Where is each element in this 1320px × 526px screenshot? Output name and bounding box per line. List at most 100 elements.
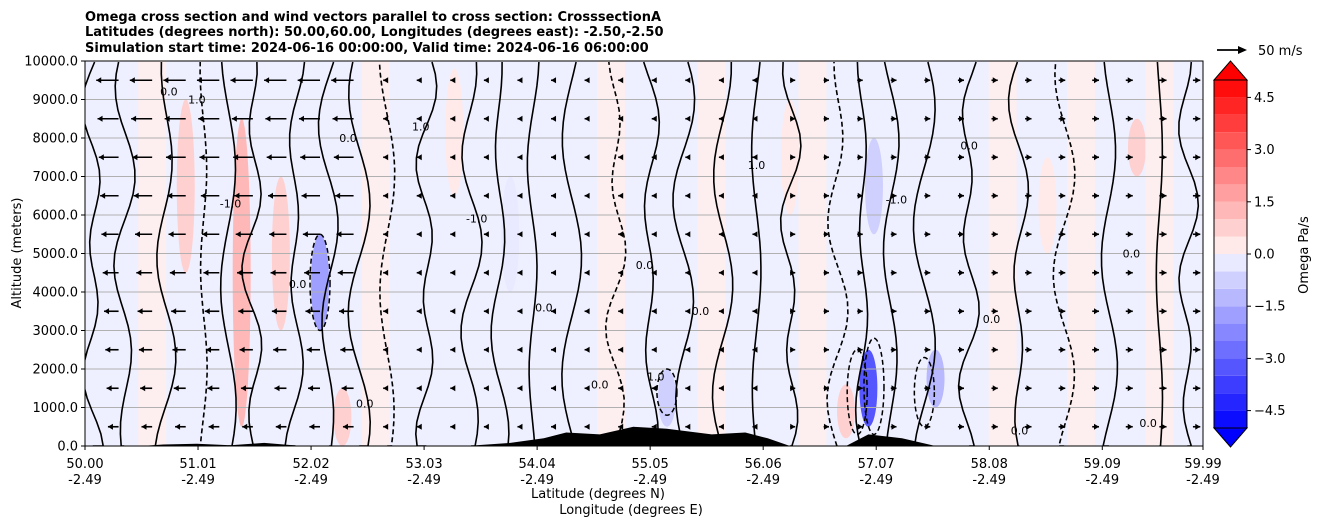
colorbar-segment (1214, 219, 1247, 237)
wind-vector-head (790, 385, 796, 392)
wind-vector-head (175, 423, 181, 430)
title: Omega cross section and wind vectors par… (85, 10, 664, 56)
wind-vector-head (925, 77, 931, 84)
contour-line (1100, 61, 1119, 446)
wind-vector-head (169, 269, 175, 276)
colorbar-segment (1214, 149, 1247, 167)
wind-vector-head (1026, 269, 1032, 276)
wind-vector-head (925, 308, 931, 315)
wind-vector-head (1026, 346, 1032, 353)
x-axis-label-latitude: Latitude (degrees N) (531, 487, 665, 502)
y-axis-label: Altitude (meters) (10, 198, 25, 309)
wind-vector-head (306, 346, 312, 353)
contour-label: 1.0 (647, 371, 665, 384)
wind-vector-head (718, 308, 724, 315)
x-tick-label-lat: 56.06 (745, 457, 782, 472)
y-tick-label: 8000.0 (33, 132, 79, 147)
colorbar-tick-label: 0.0 (1254, 248, 1275, 263)
wind-vector-head (200, 192, 206, 199)
wind-vector-head (1094, 385, 1100, 392)
contour-label: -1.0 (886, 193, 907, 206)
y-tick-label: 7000.0 (33, 170, 79, 185)
wind-vector-head (857, 385, 863, 392)
omega-shade-region (445, 68, 464, 196)
wind-vector-head (339, 308, 345, 315)
contour-line (526, 61, 540, 446)
x-tick-label-lat: 57.07 (858, 457, 895, 472)
wind-vector-head (517, 385, 523, 392)
wind-vector-head (891, 115, 897, 122)
wind-vector-head (416, 346, 422, 353)
wind-vector-head (1127, 269, 1133, 276)
colorbar-segment (1214, 288, 1247, 307)
wind-vector-head (231, 115, 237, 122)
contour-line-negative (656, 368, 678, 416)
contour-line-negative (309, 233, 331, 332)
wind-vector-head (891, 385, 897, 392)
wind-vector-head (857, 115, 863, 122)
x-tick-label-lon: -2.49 (633, 473, 667, 488)
wind-vector-head (925, 423, 931, 430)
wind-vector-head (857, 269, 863, 276)
wind-vector-head (823, 423, 829, 430)
wind-vector-head (137, 308, 143, 315)
wind-vector-head (1060, 346, 1066, 353)
wind-vector-head (618, 385, 624, 392)
wind-vector-head (584, 77, 590, 84)
wind-vector-head (584, 154, 590, 161)
wind-vector-head (752, 115, 758, 122)
wind-vector-head (1195, 77, 1201, 84)
wind-vector-head (790, 308, 796, 315)
wind-vector-head (551, 346, 557, 353)
wind-vector-head (517, 192, 523, 199)
contour-line (460, 61, 483, 446)
wind-vector-head (483, 385, 489, 392)
wind-vector-head (269, 231, 275, 238)
wind-vector-head (891, 308, 897, 315)
wind-vector-head (891, 192, 897, 199)
wind-vector-head (651, 346, 657, 353)
wind-vector-head (134, 231, 140, 238)
wind-vector-head (266, 154, 272, 161)
wind-vector-head (237, 269, 243, 276)
x-tick-label-lat: 52.02 (292, 457, 329, 472)
contour-line (957, 61, 980, 446)
wind-vector-head (517, 115, 523, 122)
wind-vector-head (416, 115, 422, 122)
wind-vector-head (341, 385, 347, 392)
wind-vector-head (1161, 192, 1167, 199)
contour-line (378, 61, 396, 446)
wind-vector-head (685, 231, 691, 238)
title-line-1: Omega cross section and wind vectors par… (85, 10, 661, 25)
wind-vector-head (1094, 192, 1100, 199)
wind-vector-head (1094, 77, 1100, 84)
wind-vector-head (823, 308, 829, 315)
wind-vector-head (718, 385, 724, 392)
contour-label: 1.0 (412, 120, 430, 133)
wind-vector-head (107, 423, 113, 430)
wind-vector-head (718, 269, 724, 276)
wind-vector-head (823, 385, 829, 392)
contour-line (561, 61, 583, 446)
wind-vector-head (618, 154, 624, 161)
wind-vector-head (383, 269, 389, 276)
x-tick-label-lon: -2.49 (407, 473, 441, 488)
wind-vector-head (202, 231, 208, 238)
wind-vector-head (992, 192, 998, 199)
wind-vector-head (483, 231, 489, 238)
contour-line-negative (913, 356, 936, 428)
wind-vector-head (106, 385, 112, 392)
wind-vector-head (273, 346, 279, 353)
contour-label: 0.0 (535, 301, 553, 314)
wind-vector-head (618, 115, 624, 122)
wind-vector-head (1195, 308, 1201, 315)
wind-vector-head (790, 77, 796, 84)
wind-vector-head (857, 154, 863, 161)
wind-vector-head (1127, 115, 1133, 122)
wind-vector-head (992, 423, 998, 430)
wind-vector-head (925, 154, 931, 161)
wind-vector-head (483, 269, 489, 276)
wind-vector-head (1060, 192, 1066, 199)
omega-contours (85, 61, 1200, 446)
wind-vector-head (823, 115, 829, 122)
